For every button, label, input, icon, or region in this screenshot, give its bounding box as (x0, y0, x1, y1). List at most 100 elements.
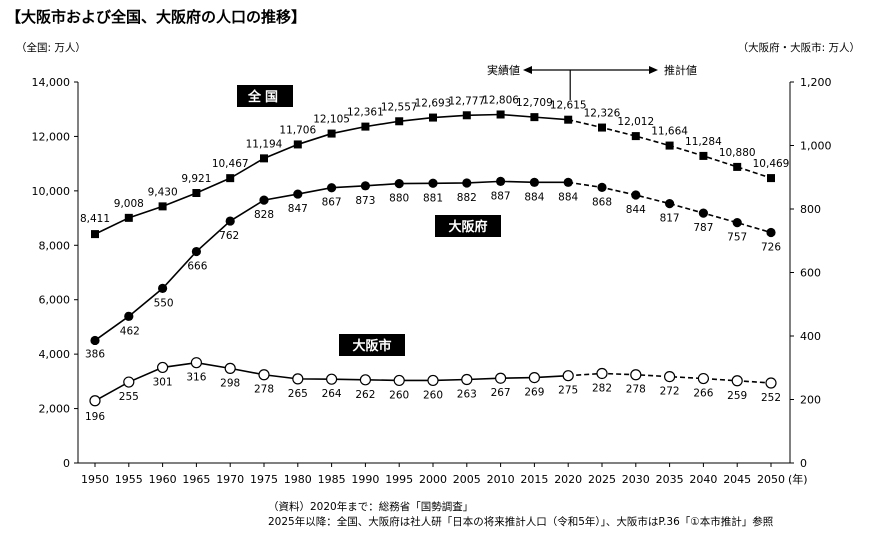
y-left-tick-label: 8,000 (39, 239, 71, 252)
y-left-tick-label: 0 (63, 457, 70, 470)
national-data-label: 9,921 (181, 173, 211, 185)
osaka-pref-data-label: 828 (254, 209, 274, 221)
osaka-city-data-label: 272 (660, 386, 680, 398)
national-point (361, 122, 370, 131)
osaka-city-point (292, 373, 304, 385)
national-point (767, 174, 775, 183)
x-tick-label: 2030 (622, 473, 650, 486)
national-point (733, 162, 742, 171)
y-right-tick-label: 1,200 (800, 76, 832, 89)
national-data-label: 12,557 (381, 101, 418, 113)
osaka-pref-data-label: 550 (154, 297, 174, 309)
national-data-label: 11,284 (685, 136, 722, 148)
osaka-pref-data-label: 867 (322, 197, 342, 209)
x-tick-label: 2005 (453, 473, 481, 486)
chart-title: 【大阪市および全国、大阪府の人口の推移】 (6, 8, 307, 26)
x-tick-label: 2000 (419, 473, 447, 486)
osaka-pref-point (360, 181, 370, 191)
osaka-city-point (326, 373, 338, 385)
osaka-city-data-label: 282 (592, 382, 612, 394)
x-axis-suffix: (年) (788, 472, 808, 486)
national-data-label: 10,880 (719, 147, 756, 159)
osaka-pref-point (496, 176, 506, 186)
osaka-city-data-label: 269 (524, 387, 544, 399)
x-tick-label: 1985 (318, 473, 346, 486)
national-point (226, 174, 235, 183)
x-tick-label: 2040 (689, 473, 717, 486)
y-right-tick-label: 600 (800, 267, 821, 280)
y-left-tick-label: 4,000 (39, 348, 71, 361)
x-tick-label: 1955 (115, 473, 143, 486)
osaka-pref-data-label: 881 (423, 192, 443, 204)
national-point (91, 230, 99, 239)
osaka-pref-data-label: 726 (761, 241, 781, 253)
x-tick-label: 1960 (149, 473, 177, 486)
osaka-pref-series-label-box (435, 215, 501, 237)
national-data-label: 12,709 (516, 97, 553, 109)
osaka-pref-data-label: 887 (491, 190, 511, 202)
osaka-pref-data-label: 884 (524, 191, 544, 203)
osaka-city-point (123, 376, 135, 388)
national-point (124, 213, 133, 222)
osaka-pref-data-label: 757 (727, 232, 747, 244)
actual-arrow-head (523, 66, 532, 74)
x-tick-label: 1965 (182, 473, 210, 486)
osaka-pref-data-label: 666 (187, 261, 207, 273)
x-tick-label: 1995 (385, 473, 413, 486)
x-tick-label: 2020 (554, 473, 582, 486)
osaka-city-point (596, 367, 608, 380)
x-tick-label: 1950 (81, 473, 109, 486)
osaka-pref-point (293, 189, 303, 199)
osaka-city-data-label: 262 (355, 389, 375, 401)
x-tick-label: 1970 (216, 473, 244, 486)
x-tick-label: 2015 (520, 473, 548, 486)
osaka-city-data-label: 264 (322, 388, 342, 400)
osaka-pref-point (462, 178, 472, 188)
osaka-city-point (359, 374, 371, 386)
national-data-label: 12,615 (550, 100, 587, 112)
osaka-city-data-label: 275 (558, 385, 578, 397)
national-data-label: 12,012 (617, 116, 654, 128)
national-point (598, 123, 606, 132)
national-data-label: 11,194 (246, 138, 283, 150)
national-point (158, 202, 167, 211)
estimate-label: 推計値 (664, 63, 697, 77)
osaka-pref-point (529, 177, 540, 187)
national-data-label: 12,105 (313, 114, 350, 126)
osaka-city-series-label-box (339, 334, 405, 356)
osaka-city-point (224, 362, 236, 374)
source-line-2: 2025年以降：全国、大阪府は社人研「日本の将来推計人口（令和5年）」、大阪市は… (268, 516, 774, 528)
osaka-pref-data-label: 844 (626, 204, 646, 216)
national-point (564, 115, 573, 124)
national-point (496, 110, 505, 119)
osaka-pref-point (90, 335, 100, 346)
osaka-city-point (630, 369, 642, 381)
osaka-pref-data-label: 884 (558, 191, 578, 203)
national-data-label: 10,469 (753, 158, 790, 170)
x-tick-label: 2025 (588, 473, 616, 486)
national-point (293, 140, 302, 149)
osaka-pref-point (766, 227, 776, 238)
national-point (260, 154, 268, 163)
osaka-pref-point (394, 179, 404, 189)
x-tick-label: 1980 (284, 473, 312, 486)
osaka-pref-data-label: 386 (85, 348, 105, 360)
osaka-pref-point (428, 178, 438, 188)
national-data-label: 10,467 (212, 158, 249, 170)
y-left-tick-label: 2,000 (39, 403, 71, 416)
osaka-pref-point (259, 195, 269, 205)
osaka-city-data-label: 265 (288, 388, 308, 400)
x-tick-label: 2045 (723, 473, 751, 486)
osaka-city-point (89, 395, 101, 407)
national-point (699, 151, 708, 160)
y-right-tick-label: 200 (800, 394, 821, 407)
x-tick-label: 2050 (757, 473, 785, 486)
osaka-city-data-label: 260 (423, 389, 443, 401)
y-right-tick-label: 800 (800, 203, 821, 216)
osaka-pref-point (191, 246, 201, 257)
osaka-city-data-label: 263 (457, 388, 477, 400)
source-note: （資料）2020年まで：総務省「国勢調査」 2025年以降：全国、大阪府は社人研… (268, 500, 773, 530)
osaka-pref-series-label: 大阪府 (448, 219, 487, 235)
osaka-pref-point (158, 283, 168, 293)
